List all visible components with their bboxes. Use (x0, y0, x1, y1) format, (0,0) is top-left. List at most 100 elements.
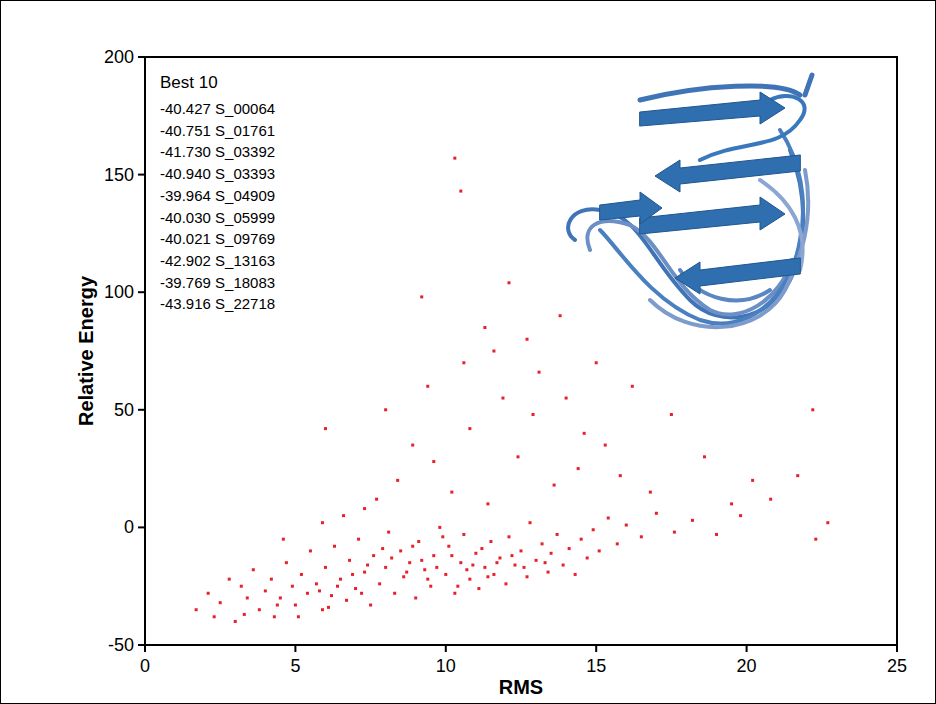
point (562, 564, 565, 567)
structure-strand (675, 258, 800, 294)
point (516, 455, 519, 458)
point (447, 545, 450, 548)
y-axis-title: Relative Energy (75, 275, 97, 426)
x-tick-label: 0 (140, 656, 150, 676)
x-tick (445, 645, 447, 652)
point (462, 533, 465, 536)
y-tick (138, 409, 145, 411)
structure-strand (640, 197, 785, 234)
point (324, 427, 327, 430)
point (285, 561, 288, 564)
point (432, 554, 435, 557)
point (520, 549, 523, 552)
point (523, 566, 526, 569)
annotation-line: -41.730 S_03392 (160, 143, 275, 160)
point (369, 604, 372, 607)
point (408, 561, 411, 564)
point (372, 554, 375, 557)
point (402, 575, 405, 578)
point (826, 521, 829, 524)
point (243, 613, 246, 616)
point (673, 531, 676, 534)
point (348, 559, 351, 562)
point (351, 573, 354, 576)
point (405, 571, 408, 574)
y-tick-label: 0 (124, 517, 134, 537)
point (429, 585, 432, 588)
point (498, 556, 501, 559)
point (252, 568, 255, 571)
point (414, 596, 417, 599)
structure-loop (650, 170, 808, 327)
point (324, 566, 327, 569)
point (219, 601, 222, 604)
point (459, 190, 462, 193)
point (468, 578, 471, 581)
page-border (1, 1, 936, 704)
point (811, 408, 814, 411)
point (715, 533, 718, 536)
y-tick (138, 174, 145, 176)
point (366, 564, 369, 567)
point (538, 371, 541, 374)
point (480, 547, 483, 550)
point (492, 573, 495, 576)
point (234, 620, 237, 623)
point (468, 427, 471, 430)
annotation-line: -40.030 S_05999 (160, 209, 275, 226)
point (541, 542, 544, 545)
point (330, 594, 333, 597)
point (246, 596, 249, 599)
point (483, 566, 486, 569)
point (507, 535, 510, 538)
point (465, 568, 468, 571)
annotation-line: -40.427 S_00064 (160, 100, 275, 117)
point (535, 559, 538, 562)
point (276, 604, 279, 607)
point (631, 385, 634, 388)
point (339, 578, 342, 581)
point (297, 615, 300, 618)
point (471, 564, 474, 567)
point (574, 573, 577, 576)
point (426, 385, 429, 388)
annotation-line: -40.751 S_01761 (160, 122, 275, 139)
point (474, 552, 477, 555)
point (625, 524, 628, 527)
x-tick (595, 645, 597, 652)
point (598, 549, 601, 552)
x-tick (746, 645, 748, 652)
point (423, 568, 426, 571)
point (453, 157, 456, 160)
point (315, 582, 318, 585)
point (411, 545, 414, 548)
annotation-title: Best 10 (160, 73, 218, 92)
point (258, 608, 261, 611)
point (273, 615, 276, 618)
point (486, 502, 489, 505)
point (592, 528, 595, 531)
point (195, 608, 198, 611)
point (360, 592, 363, 595)
point (336, 585, 339, 588)
x-tick-label: 15 (586, 656, 606, 676)
annotation-line: -39.769 S_18083 (160, 274, 275, 291)
point (507, 281, 510, 284)
point (441, 535, 444, 538)
point (462, 361, 465, 364)
x-tick-label: 25 (887, 656, 907, 676)
point (796, 474, 799, 477)
point (550, 552, 553, 555)
point (207, 592, 210, 595)
point (342, 514, 345, 517)
point (453, 592, 456, 595)
x-tick-label: 5 (290, 656, 300, 676)
point (510, 554, 513, 557)
point (492, 350, 495, 353)
point (814, 538, 817, 541)
point (396, 479, 399, 482)
y-tick (138, 526, 145, 528)
point (649, 491, 652, 494)
y-tick (138, 644, 145, 646)
annotation-line: -39.964 S_04909 (160, 187, 275, 204)
